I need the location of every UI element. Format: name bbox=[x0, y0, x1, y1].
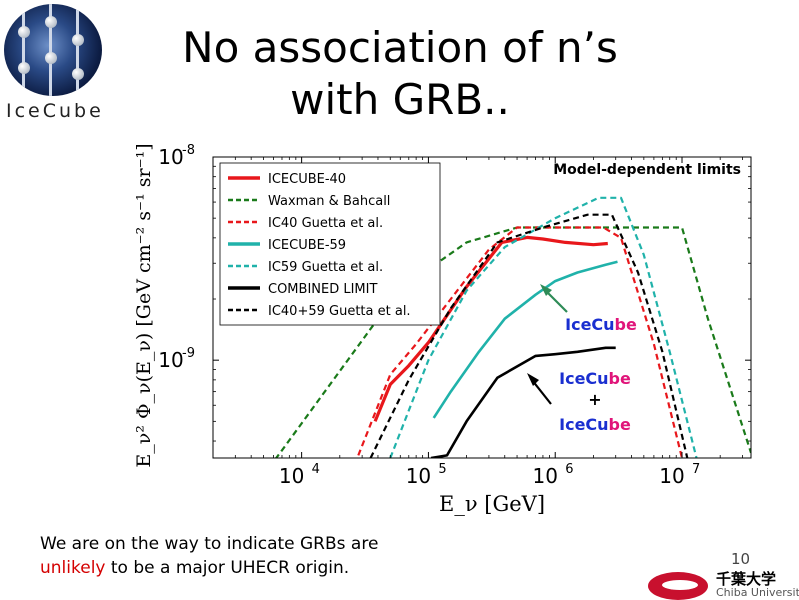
series-line-4 bbox=[389, 196, 698, 458]
series-line-6 bbox=[369, 213, 689, 458]
y-tick-exp-0: -9 bbox=[182, 346, 195, 361]
annotation-icecube-a-part-1: be bbox=[609, 369, 631, 388]
footer-line1: We are on the way to indicate GRBs are bbox=[40, 534, 379, 554]
x-tick-exp-1: 5 bbox=[438, 462, 446, 477]
series-line-0 bbox=[373, 235, 608, 422]
legend-label-1: Waxman & Bahcall bbox=[268, 194, 390, 209]
footer-highlight: unlikely bbox=[40, 558, 106, 578]
x-tick-exp-2: 6 bbox=[565, 462, 573, 477]
icecube-logo-emblem bbox=[4, 4, 102, 96]
annotation-icecube-b: IceCube bbox=[559, 415, 631, 434]
annotation-icecube-b-part-0: IceCu bbox=[559, 415, 608, 434]
x-tick-label-1: 10 bbox=[406, 464, 431, 488]
footer-line2-rest: to be a major UHECR origin. bbox=[105, 558, 350, 578]
x-tick-label-0: 10 bbox=[279, 464, 304, 488]
footer-note: We are on the way to indicate GRBs are u… bbox=[40, 532, 378, 580]
university-name-en: Chiba University bbox=[716, 586, 799, 599]
legend-label-4: IC59 Guetta et al. bbox=[268, 260, 383, 275]
legend-label-6: IC40+59 Guetta et al. bbox=[268, 304, 411, 319]
annotation-icecube-a-part-0: IceCu bbox=[559, 369, 608, 388]
legend-label-5: COMBINED LIMIT bbox=[268, 282, 377, 297]
annotation-arrow-2 bbox=[531, 379, 552, 405]
slide-title: No association of n’s with GRB.. bbox=[150, 22, 650, 126]
x-tick-exp-0: 4 bbox=[312, 462, 320, 477]
icecube-logo-text: IceCube bbox=[6, 100, 104, 122]
x-axis-label: E_ν [GeV] bbox=[439, 492, 545, 516]
series-line-2 bbox=[357, 226, 684, 458]
annotation-icecube-b-part-1: be bbox=[609, 415, 631, 434]
x-tick-label-3: 10 bbox=[659, 464, 684, 488]
y-axis-label: E_ν² Φ_ν(E_ν) [GeV cm⁻² s⁻¹ sr⁻¹] bbox=[133, 143, 155, 467]
series-line-1 bbox=[274, 226, 751, 458]
slide-title-line2: with GRB.. bbox=[290, 75, 510, 124]
page-number: 10 bbox=[731, 550, 751, 568]
annotation-icecube-40: IceCube bbox=[565, 315, 637, 334]
annotation-icecube-40-part-1: be bbox=[615, 315, 637, 334]
annotation-arrowhead-1 bbox=[540, 284, 552, 296]
y-tick-label-1: 10 bbox=[158, 145, 183, 169]
chart-annotation-title: Model-dependent limits bbox=[553, 162, 741, 178]
annotation-arrowhead-2 bbox=[527, 373, 539, 386]
plot-frame bbox=[212, 156, 752, 459]
footer-line2: unlikely to be a major UHECR origin. bbox=[40, 556, 378, 580]
chiba-emblem-icon bbox=[648, 572, 708, 600]
legend-label-3: ICECUBE-59 bbox=[268, 238, 346, 253]
y-tick-exp-1: -8 bbox=[182, 143, 195, 158]
series-line-3 bbox=[432, 260, 618, 419]
x-tick-label-2: 10 bbox=[532, 464, 557, 488]
university-name-jp: 千葉大学 bbox=[716, 570, 777, 588]
legend-label-0: ICECUBE-40 bbox=[268, 172, 346, 187]
annotation-icecube-a: IceCube bbox=[559, 369, 631, 388]
legend-label-2: IC40 Guetta et al. bbox=[268, 216, 383, 231]
annotation-plus: + bbox=[588, 390, 601, 409]
series-line-5 bbox=[430, 346, 616, 458]
x-tick-exp-3: 7 bbox=[692, 462, 700, 477]
y-tick-label-0: 10 bbox=[158, 348, 183, 372]
annotation-icecube-40-part-0: IceCu bbox=[565, 315, 614, 334]
slide-title-line1: No association of n’s bbox=[182, 23, 618, 72]
